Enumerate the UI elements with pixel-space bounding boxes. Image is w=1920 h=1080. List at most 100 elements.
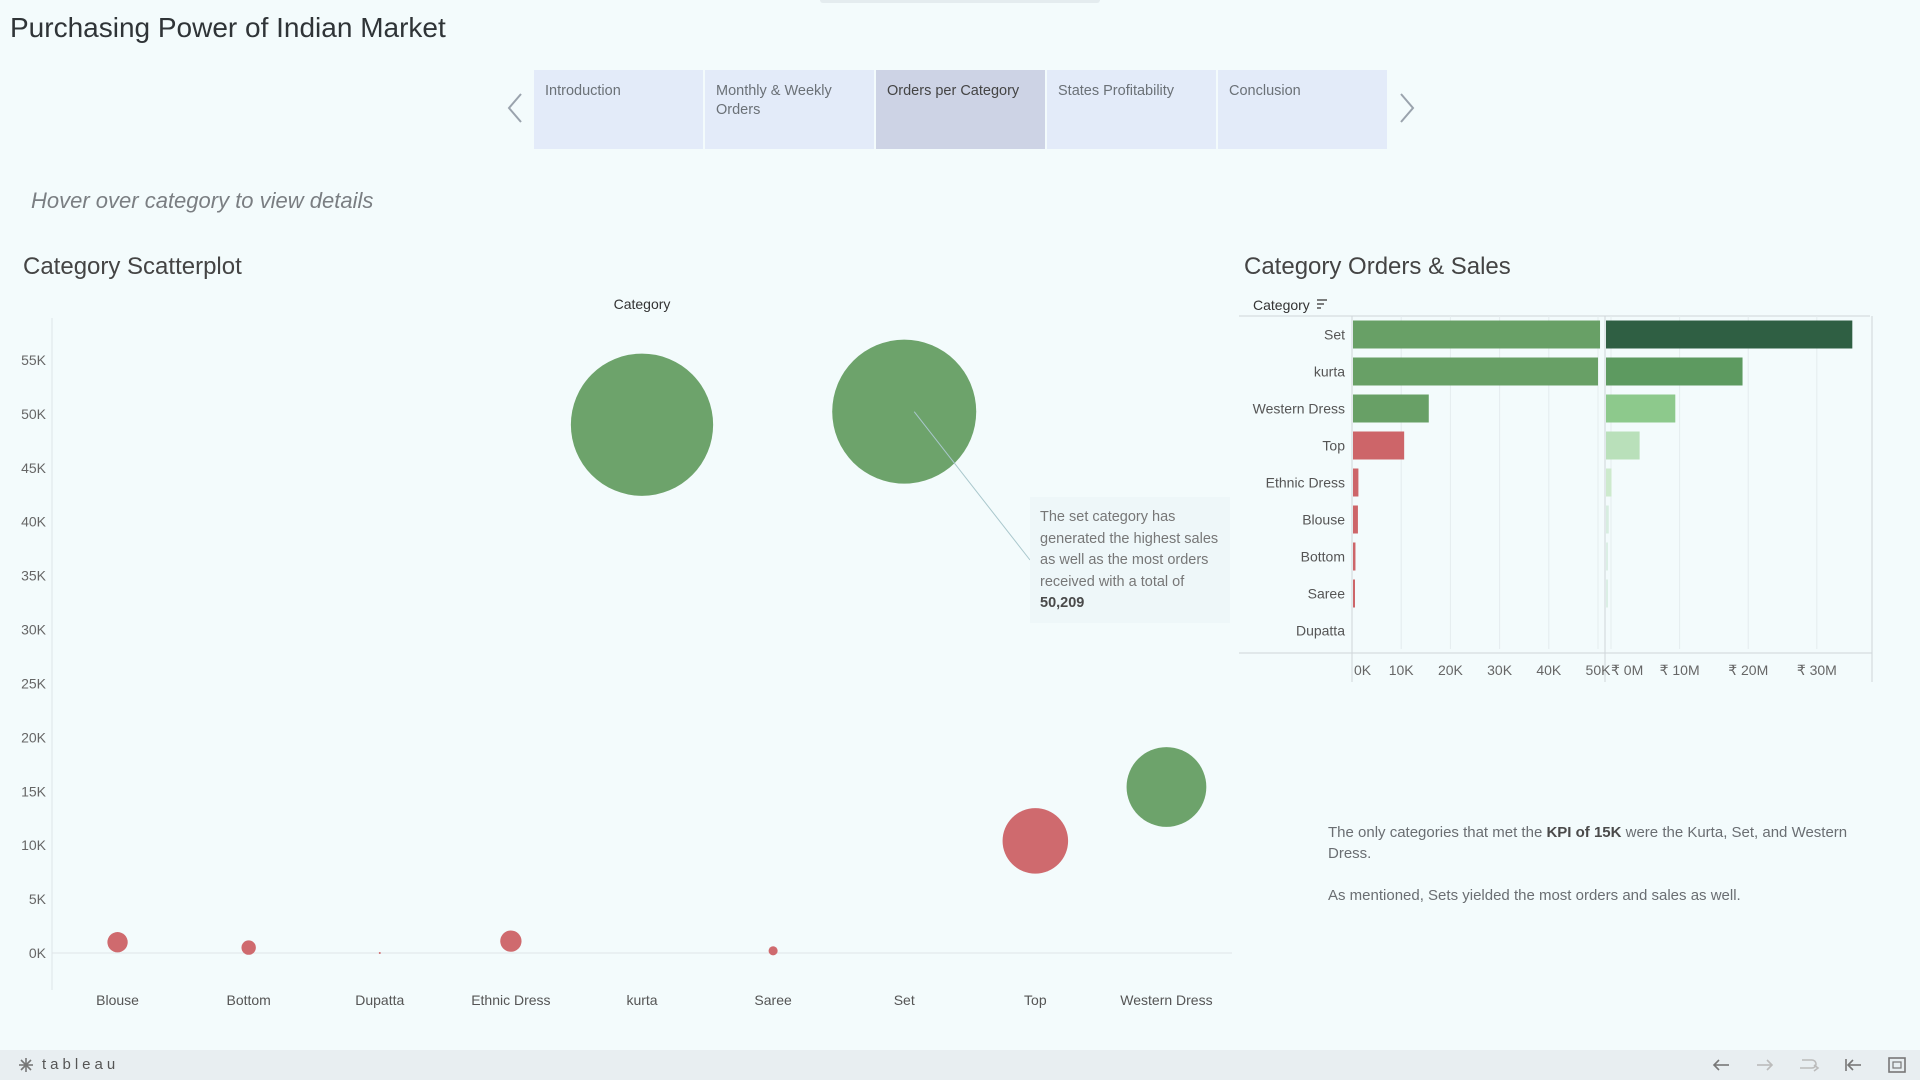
bars-title: Category Orders & Sales: [1244, 253, 1511, 280]
tableau-brand[interactable]: tableau: [18, 1056, 119, 1073]
bar-category-label: Blouse: [1302, 512, 1345, 528]
x-tick-label: kurta: [626, 992, 657, 1008]
bar-category-label: Dupatta: [1296, 623, 1345, 639]
story-tab-4[interactable]: States Profitability: [1047, 70, 1216, 149]
sales-tick-label: ₹ 0M: [1611, 662, 1643, 678]
sales-bar: [1606, 579, 1608, 608]
fullscreen-icon[interactable]: [1886, 1054, 1908, 1076]
kpi-note: The only categories that met the KPI of …: [1328, 822, 1848, 927]
orders-bar: [1353, 394, 1429, 423]
story-tabs: Introduction Monthly & Weekly Orders Order…: [534, 70, 1387, 149]
orders-bar: [1353, 431, 1405, 460]
hover-hint: Hover over category to view details: [31, 188, 374, 213]
chevron-left-icon: [507, 93, 522, 123]
y-tick-label: 30K: [21, 622, 47, 638]
y-tick-label: 50K: [21, 406, 47, 422]
orders-bar: [1353, 579, 1355, 608]
kpi-text-2: were the Kurta, Set, and Western Dress.: [1328, 824, 1848, 862]
x-tick-label: Top: [1024, 992, 1047, 1008]
scatter-point: [1126, 747, 1207, 827]
x-tick-label: Dupatta: [355, 992, 404, 1008]
orders-bar: [1353, 320, 1601, 349]
annotation-text: The set category has generated the highe…: [1040, 509, 1219, 590]
footer-bar: tableau: [0, 1050, 1920, 1080]
sales-bar: [1606, 357, 1743, 386]
sales-tick-label: ₹ 30M: [1797, 662, 1837, 678]
category-scatterplot: Category 0K 5K 10K 15K 20K 25K 30K 35K 40K 45K 50K 5…: [21, 296, 1232, 1008]
revert-icon[interactable]: [1798, 1054, 1820, 1076]
scatter-point: [241, 940, 256, 955]
kpi-text-3: As mentioned, Sets yielded the most orde…: [1328, 887, 1741, 904]
y-tick-label: 45K: [21, 460, 47, 476]
orders-bar: [1353, 468, 1359, 497]
scatter-x-header: Category: [614, 296, 671, 312]
sales-bar: [1606, 431, 1640, 460]
y-tick-label: 5K: [29, 891, 47, 907]
y-tick-label: 25K: [21, 675, 47, 691]
bars-category-header: Category: [1253, 297, 1310, 313]
undo-icon[interactable]: [1710, 1054, 1732, 1076]
y-tick-label: 0K: [29, 945, 47, 961]
set-annotation: The set category has generated the highe…: [1030, 497, 1230, 623]
x-tick-label: Bottom: [226, 992, 270, 1008]
tableau-logo-icon: [19, 1057, 33, 1072]
y-tick-label: 15K: [21, 783, 47, 799]
bar-category-label: Western Dress: [1253, 401, 1345, 417]
scatter-point: [500, 930, 522, 952]
y-tick-label: 55K: [21, 352, 47, 368]
bar-category-label: Top: [1322, 438, 1345, 454]
bar-category-label: Saree: [1308, 586, 1346, 602]
next-story-button[interactable]: [1397, 90, 1417, 126]
scatter-point: [378, 952, 381, 954]
kpi-text-1: The only categories that met the: [1328, 824, 1547, 841]
x-tick-label: Ethnic Dress: [471, 992, 550, 1008]
y-tick-label: 40K: [21, 514, 47, 530]
brand-text: tableau: [42, 1056, 120, 1073]
y-tick-label: 20K: [21, 729, 47, 745]
sales-tick-label: ₹ 20M: [1728, 662, 1768, 678]
orders-tick-label: 40K: [1536, 662, 1562, 678]
story-tab-5[interactable]: Conclusion: [1218, 70, 1387, 149]
orders-tick-label: 0K: [1354, 662, 1372, 678]
pause-icon[interactable]: [1842, 1054, 1864, 1076]
orders-bar: [1353, 357, 1599, 386]
bar-category-label: Bottom: [1301, 549, 1345, 565]
bar-category-label: kurta: [1314, 364, 1345, 380]
orders-bar: [1353, 505, 1358, 534]
kpi-bold: KPI of 15K: [1546, 824, 1622, 841]
sort-icon: [1317, 299, 1327, 309]
scatter-point: [570, 353, 714, 496]
y-tick-label: 35K: [21, 568, 47, 584]
sales-bar: [1606, 468, 1612, 497]
orders-tick-label: 10K: [1389, 662, 1415, 678]
story-tab-1[interactable]: Introduction: [534, 70, 703, 149]
bar-category-label: Set: [1324, 327, 1345, 343]
orders-tick-label: 30K: [1487, 662, 1513, 678]
scatter-point: [768, 946, 778, 956]
x-tick-label: Set: [894, 992, 915, 1008]
category-bars: Category Set kurta Western Dress Top Ethnic D…: [1239, 297, 1873, 682]
bar-category-label: Ethnic Dress: [1266, 475, 1345, 491]
sales-bar: [1606, 320, 1853, 349]
sales-bar: [1606, 542, 1608, 571]
x-tick-label: Saree: [754, 992, 792, 1008]
scatter-title: Category Scatterplot: [23, 253, 242, 280]
redo-icon[interactable]: [1754, 1054, 1776, 1076]
annotation-leader-line: [913, 411, 1031, 561]
x-tick-label: Western Dress: [1120, 992, 1212, 1008]
orders-bar: [1353, 542, 1356, 571]
scatter-point: [832, 339, 977, 484]
scatter-point: [1002, 808, 1069, 874]
orders-tick-label: 50K: [1586, 662, 1612, 678]
sales-tick-label: ₹ 10M: [1660, 662, 1700, 678]
story-tab-3[interactable]: Orders per Category: [876, 70, 1045, 149]
prev-story-button[interactable]: [505, 90, 525, 126]
page-title: Purchasing Power of Indian Market: [10, 12, 446, 43]
sales-bar: [1606, 505, 1609, 534]
annotation-value: 50,209: [1040, 595, 1085, 611]
story-tab-2[interactable]: Monthly & Weekly Orders: [705, 70, 874, 149]
scatter-point: [107, 932, 128, 953]
sales-bar: [1606, 394, 1676, 423]
chevron-right-icon: [1400, 93, 1415, 123]
x-tick-label: Blouse: [96, 992, 139, 1008]
